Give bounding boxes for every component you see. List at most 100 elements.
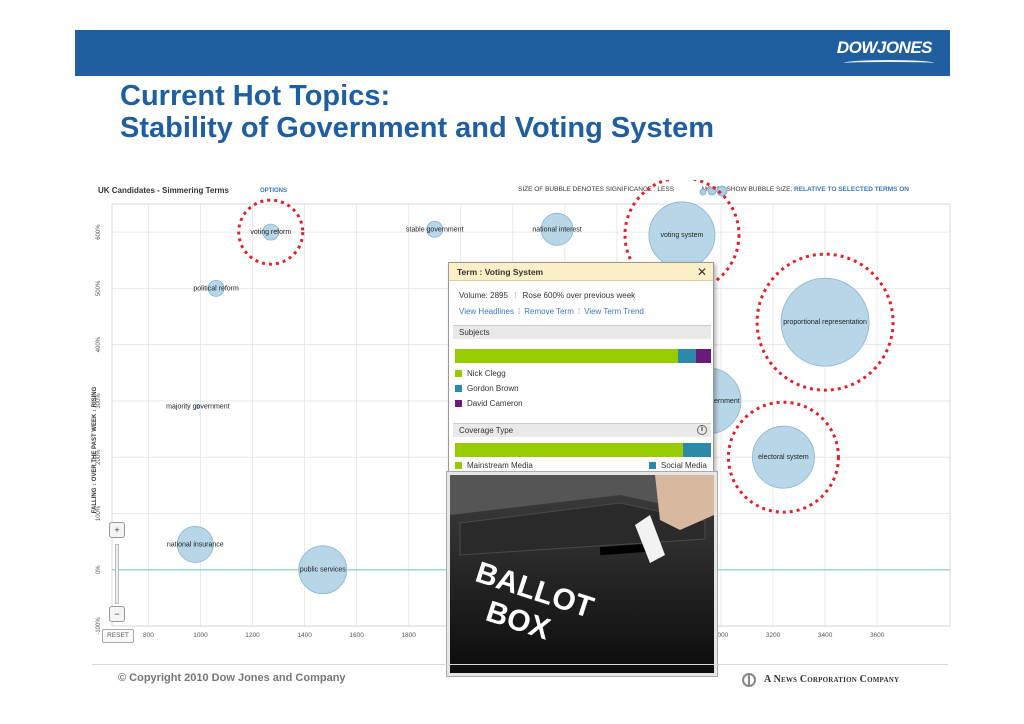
change-text: Rose 600% over previous week bbox=[522, 291, 636, 300]
view-term-trend-link[interactable]: View Term Trend bbox=[584, 307, 644, 316]
popup-links: View Headlines ⁞ Remove Term ⁞ View Term Tre… bbox=[459, 307, 644, 316]
hand-icon bbox=[655, 475, 714, 530]
bubble bbox=[298, 545, 348, 595]
subject-legend-gordon-brown: Gordon Brown bbox=[455, 384, 519, 393]
bubble-label: national interest bbox=[532, 226, 581, 233]
title-line-2: Stability of Government and Voting Syste… bbox=[120, 112, 715, 144]
swatch-icon bbox=[455, 462, 462, 469]
logo-swoosh-icon bbox=[844, 60, 934, 66]
x-tick-label: 3000 bbox=[714, 632, 729, 639]
bubble bbox=[262, 223, 280, 241]
bubble bbox=[195, 404, 201, 409]
bubble bbox=[780, 277, 870, 367]
subject-legend-david-cameron: David Cameron bbox=[455, 399, 523, 408]
legend-less: SIZE OF BUBBLE DENOTES SIGNIFICANCE : LE… bbox=[518, 186, 675, 193]
remove-term-link[interactable]: Remove Term bbox=[524, 307, 574, 316]
coverage-name: Social Media bbox=[661, 461, 707, 470]
ballot-paper-icon bbox=[635, 515, 665, 563]
subject-legend-nick-clegg: Nick Clegg bbox=[455, 369, 506, 378]
bubble-label: public services bbox=[300, 567, 346, 574]
ballot-box-image: BALLOT BOX bbox=[450, 475, 714, 673]
bar-segment bbox=[455, 349, 678, 363]
legend-more: MORE | SHOW BUBBLE SIZE: bbox=[701, 186, 793, 193]
header-bar: DOWJONES bbox=[75, 30, 950, 76]
options-link[interactable]: OPTIONS bbox=[260, 188, 288, 194]
bar-segment bbox=[455, 443, 683, 457]
slide-title: Current Hot Topics: Stability of Governm… bbox=[120, 80, 714, 144]
subject-name: David Cameron bbox=[467, 399, 523, 408]
bubble bbox=[176, 526, 214, 563]
chart-title: UK Candidates - Simmering Terms bbox=[98, 186, 229, 195]
dowjones-logo: DOWJONES bbox=[836, 38, 933, 57]
close-icon[interactable]: ✕ bbox=[696, 265, 707, 279]
info-icon[interactable]: i bbox=[697, 425, 707, 435]
y-tick-label: 400% bbox=[96, 336, 102, 352]
term-popup: Term : Voting System ✕ Volume: 2895 ⁞ Ro… bbox=[448, 262, 714, 474]
volume-text: Volume: 2895 bbox=[459, 291, 508, 300]
x-tick-label: 1600 bbox=[349, 632, 364, 639]
swatch-icon bbox=[455, 385, 462, 392]
x-tick-label: 800 bbox=[143, 632, 154, 639]
highlight-circle bbox=[726, 400, 840, 514]
bubble bbox=[752, 425, 815, 489]
bubble-label: proportional representation bbox=[783, 319, 867, 326]
globe-icon bbox=[742, 673, 756, 687]
swatch-icon bbox=[455, 370, 462, 377]
zoom-control: + − bbox=[109, 522, 129, 622]
zoom-out-button[interactable]: − bbox=[109, 606, 125, 622]
highlight-circle bbox=[237, 198, 305, 266]
y-tick-label: 300% bbox=[96, 393, 102, 409]
popup-header: Term : Voting System ✕ bbox=[449, 263, 713, 281]
bubble-label: voting reform bbox=[250, 229, 291, 236]
y-tick-label: 100% bbox=[96, 505, 102, 521]
coverage-label: Coverage Type bbox=[459, 426, 514, 435]
copyright: © Copyright 2010 Dow Jones and Company bbox=[118, 672, 346, 684]
x-tick-label: 3400 bbox=[818, 632, 833, 639]
bubble-label: majority government bbox=[166, 404, 229, 411]
bubble-label: electoral system bbox=[758, 454, 809, 461]
coverage-stacked-bar bbox=[455, 443, 711, 457]
highlight-circle bbox=[623, 180, 741, 294]
y-tick-label: -100% bbox=[96, 617, 102, 635]
x-tick-label: 3200 bbox=[766, 632, 781, 639]
bubble-label: stable government bbox=[406, 226, 464, 233]
view-headlines-link[interactable]: View Headlines bbox=[459, 307, 514, 316]
subjects-section: Subjects bbox=[453, 325, 711, 339]
reset-button[interactable]: RESET bbox=[102, 629, 134, 643]
coverage-legend-social: Social Media bbox=[649, 461, 707, 470]
subject-name: Gordon Brown bbox=[467, 384, 519, 393]
relative-terms-link[interactable]: RELATIVE TO SELECTED TERMS ON bbox=[794, 186, 909, 193]
x-tick-label: 1200 bbox=[245, 632, 260, 639]
ballot-box-photo: BALLOT BOX bbox=[446, 471, 718, 677]
subjects-label: Subjects bbox=[459, 328, 490, 337]
footer-divider bbox=[92, 664, 948, 665]
bar-segment bbox=[677, 349, 696, 363]
highlight-circles bbox=[237, 180, 895, 514]
subjects-stacked-bar bbox=[455, 349, 711, 363]
x-tick-label: 1800 bbox=[401, 632, 416, 639]
coverage-section: Coverage Type i bbox=[453, 423, 711, 437]
bar-segment bbox=[695, 349, 711, 363]
y-tick-label: 500% bbox=[96, 280, 102, 296]
x-tick-label: 1400 bbox=[297, 632, 312, 639]
swatch-icon bbox=[649, 462, 656, 469]
highlight-circle bbox=[755, 252, 895, 392]
zoom-slider[interactable] bbox=[115, 544, 119, 604]
coverage-name: Mainstream Media bbox=[467, 461, 533, 470]
popup-title: Term : Voting System bbox=[457, 267, 544, 277]
x-tick-label: 1000 bbox=[193, 632, 208, 639]
bubble-label: voting system bbox=[661, 232, 704, 239]
y-tick-label: 0% bbox=[96, 565, 102, 574]
bubble-label: political reform bbox=[193, 285, 239, 292]
bubble-label: national insurance bbox=[167, 541, 224, 548]
news-corp-tagline: A News Corporation Company bbox=[764, 674, 900, 685]
x-tick-label: 3600 bbox=[870, 632, 885, 639]
popup-stats: Volume: 2895 ⁞ Rose 600% over previous w… bbox=[459, 291, 636, 300]
zoom-in-button[interactable]: + bbox=[109, 522, 125, 538]
y-tick-label: 200% bbox=[96, 449, 102, 465]
bubble-size-legend: SIZE OF BUBBLE DENOTES SIGNIFICANCE : LE… bbox=[518, 186, 909, 193]
subject-name: Nick Clegg bbox=[467, 369, 506, 378]
title-line-1: Current Hot Topics: bbox=[120, 80, 391, 112]
y-axis-label: FALLING ↕ OVER THE PAST WEEK ↕ RISING bbox=[92, 386, 98, 513]
swatch-icon bbox=[455, 400, 462, 407]
